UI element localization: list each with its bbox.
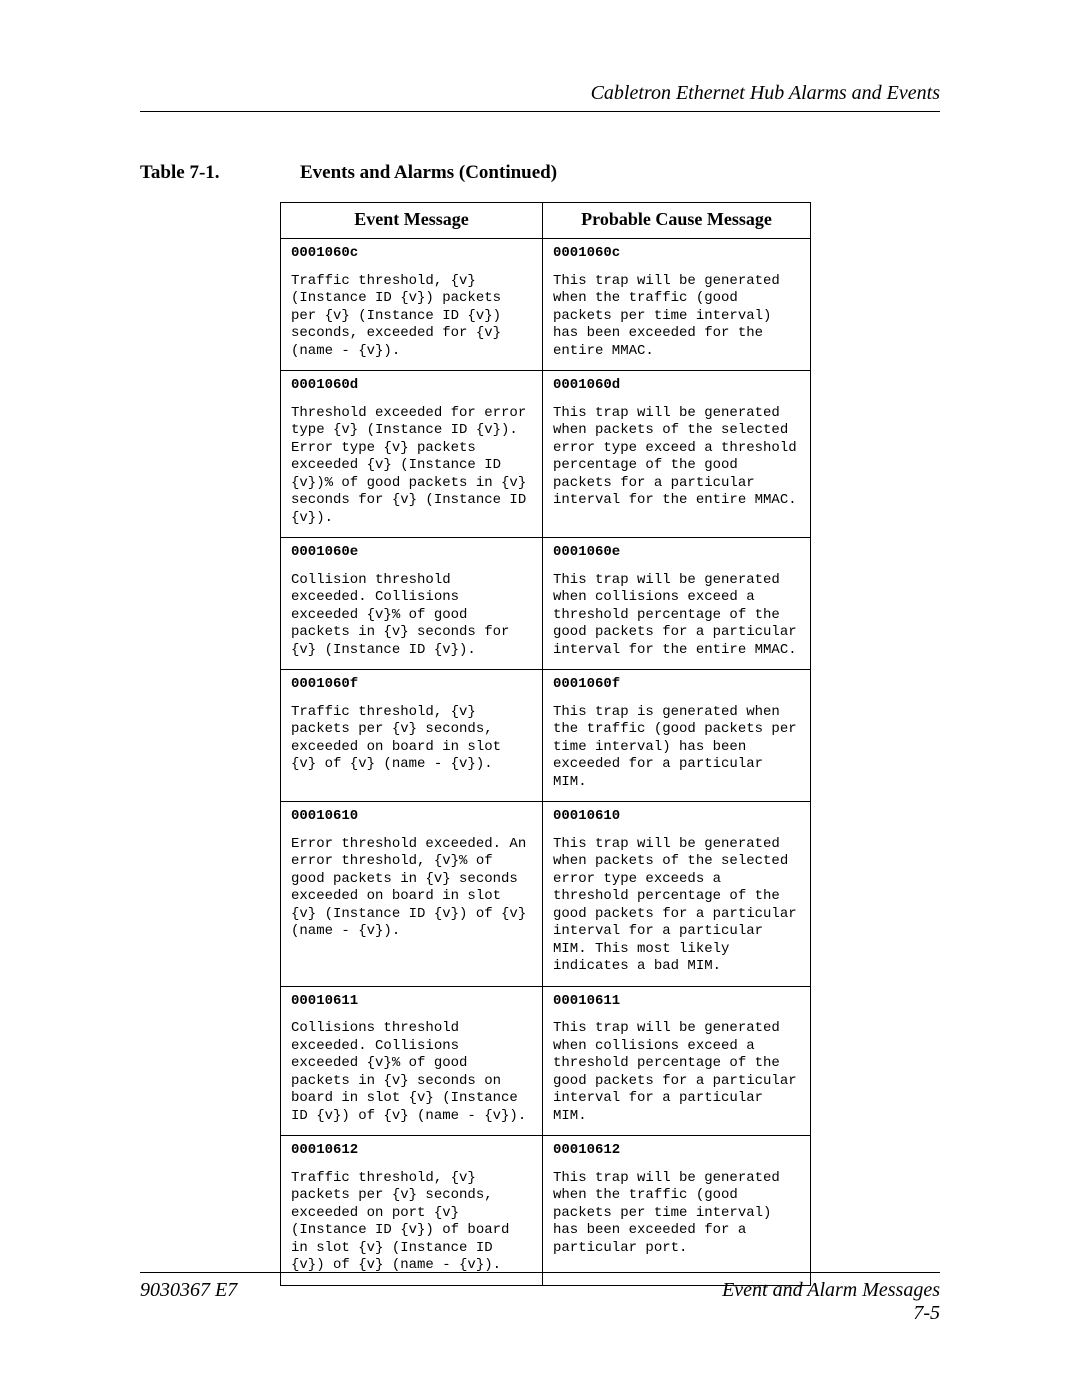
cause-code: 00010612 xyxy=(553,1142,802,1160)
event-code: 0001060d xyxy=(291,377,534,395)
event-body: Error threshold exceeded. An error thres… xyxy=(291,836,535,940)
event-code: 00010612 xyxy=(291,1142,534,1160)
cause-code: 0001060d xyxy=(553,377,802,395)
cause-body: This trap will be generated when packets… xyxy=(553,836,805,975)
event-message-cell: 00010612 Traffic threshold, {v} packets p… xyxy=(281,1136,543,1286)
probable-cause-cell: 00010610 This trap will be generated when… xyxy=(543,802,811,987)
event-message-cell: 0001060c Traffic threshold, {v} (Instance… xyxy=(281,239,543,371)
probable-cause-cell: 0001060c This trap will be generated when… xyxy=(543,239,811,371)
col-header-event: Event Message xyxy=(281,203,543,239)
table-number: Table 7-1. xyxy=(140,162,300,184)
cause-body: This trap will be generated when packets… xyxy=(553,405,805,509)
event-message-cell: 00010611 Collisions threshold exceeded. C… xyxy=(281,986,543,1136)
table-title: Events and Alarms (Continued) xyxy=(300,162,557,184)
event-body: Traffic threshold, {v} (Instance ID {v})… xyxy=(291,273,509,359)
probable-cause-cell: 00010612 This trap will be generated when… xyxy=(543,1136,811,1286)
table-row: 0001060f Traffic threshold, {v} packets p… xyxy=(281,670,811,802)
cause-code: 0001060c xyxy=(553,245,802,263)
event-body: Collision threshold exceeded. Collisions… xyxy=(291,572,518,658)
event-body: Collisions threshold exceeded. Collision… xyxy=(291,1020,526,1124)
event-code: 0001060f xyxy=(291,676,534,694)
page-number: 7-5 xyxy=(722,1302,940,1325)
cause-code: 00010611 xyxy=(553,993,802,1011)
event-message-cell: 00010610 Error threshold exceeded. An err… xyxy=(281,802,543,987)
cause-body: This trap will be generated when the tra… xyxy=(553,273,788,359)
event-message-cell: 0001060f Traffic threshold, {v} packets p… xyxy=(281,670,543,802)
running-header: Cabletron Ethernet Hub Alarms and Events xyxy=(140,82,940,112)
table-row: 00010612 Traffic threshold, {v} packets p… xyxy=(281,1136,811,1286)
probable-cause-cell: 0001060d This trap will be generated when… xyxy=(543,371,811,538)
page: Cabletron Ethernet Hub Alarms and Events… xyxy=(0,0,1080,1397)
event-code: 0001060c xyxy=(291,245,534,263)
section-title: Event and Alarm Messages xyxy=(722,1279,940,1301)
events-table-wrap: Event Message Probable Cause Message 000… xyxy=(280,202,940,1286)
event-body: Traffic threshold, {v} packets per {v} s… xyxy=(291,1170,518,1274)
document-reference: 9030367 E7 xyxy=(140,1279,237,1325)
page-footer: 9030367 E7 Event and Alarm Messages 7-5 xyxy=(140,1272,940,1325)
cause-code: 0001060e xyxy=(553,544,802,562)
table-header-row: Event Message Probable Cause Message xyxy=(281,203,811,239)
cause-code: 0001060f xyxy=(553,676,802,694)
table-row: 00010611 Collisions threshold exceeded. C… xyxy=(281,986,811,1136)
cause-body: This trap will be generated when collisi… xyxy=(553,572,805,658)
table-row: 0001060d Threshold exceeded for error typ… xyxy=(281,371,811,538)
footer-right: Event and Alarm Messages 7-5 xyxy=(722,1279,940,1325)
table-caption: Table 7-1. Events and Alarms (Continued) xyxy=(140,162,940,184)
events-alarms-table: Event Message Probable Cause Message 000… xyxy=(280,202,811,1286)
cause-body: This trap is generated when the traffic … xyxy=(553,704,805,790)
cause-body: This trap will be generated when the tra… xyxy=(553,1170,788,1256)
table-row: 00010610 Error threshold exceeded. An err… xyxy=(281,802,811,987)
event-message-cell: 0001060d Threshold exceeded for error typ… xyxy=(281,371,543,538)
probable-cause-cell: 00010611 This trap will be generated when… xyxy=(543,986,811,1136)
probable-cause-cell: 0001060e This trap will be generated when… xyxy=(543,538,811,670)
event-code: 00010611 xyxy=(291,993,534,1011)
table-row: 0001060c Traffic threshold, {v} (Instance… xyxy=(281,239,811,371)
probable-cause-cell: 0001060f This trap is generated when the … xyxy=(543,670,811,802)
cause-code: 00010610 xyxy=(553,808,802,826)
event-code: 0001060e xyxy=(291,544,534,562)
event-body: Threshold exceeded for error type {v} (I… xyxy=(291,405,535,526)
cause-body: This trap will be generated when collisi… xyxy=(553,1020,805,1124)
event-message-cell: 0001060e Collision threshold exceeded. Co… xyxy=(281,538,543,670)
table-row: 0001060e Collision threshold exceeded. Co… xyxy=(281,538,811,670)
col-header-cause: Probable Cause Message xyxy=(543,203,811,239)
event-body: Traffic threshold, {v} packets per {v} s… xyxy=(291,704,509,773)
event-code: 00010610 xyxy=(291,808,534,826)
